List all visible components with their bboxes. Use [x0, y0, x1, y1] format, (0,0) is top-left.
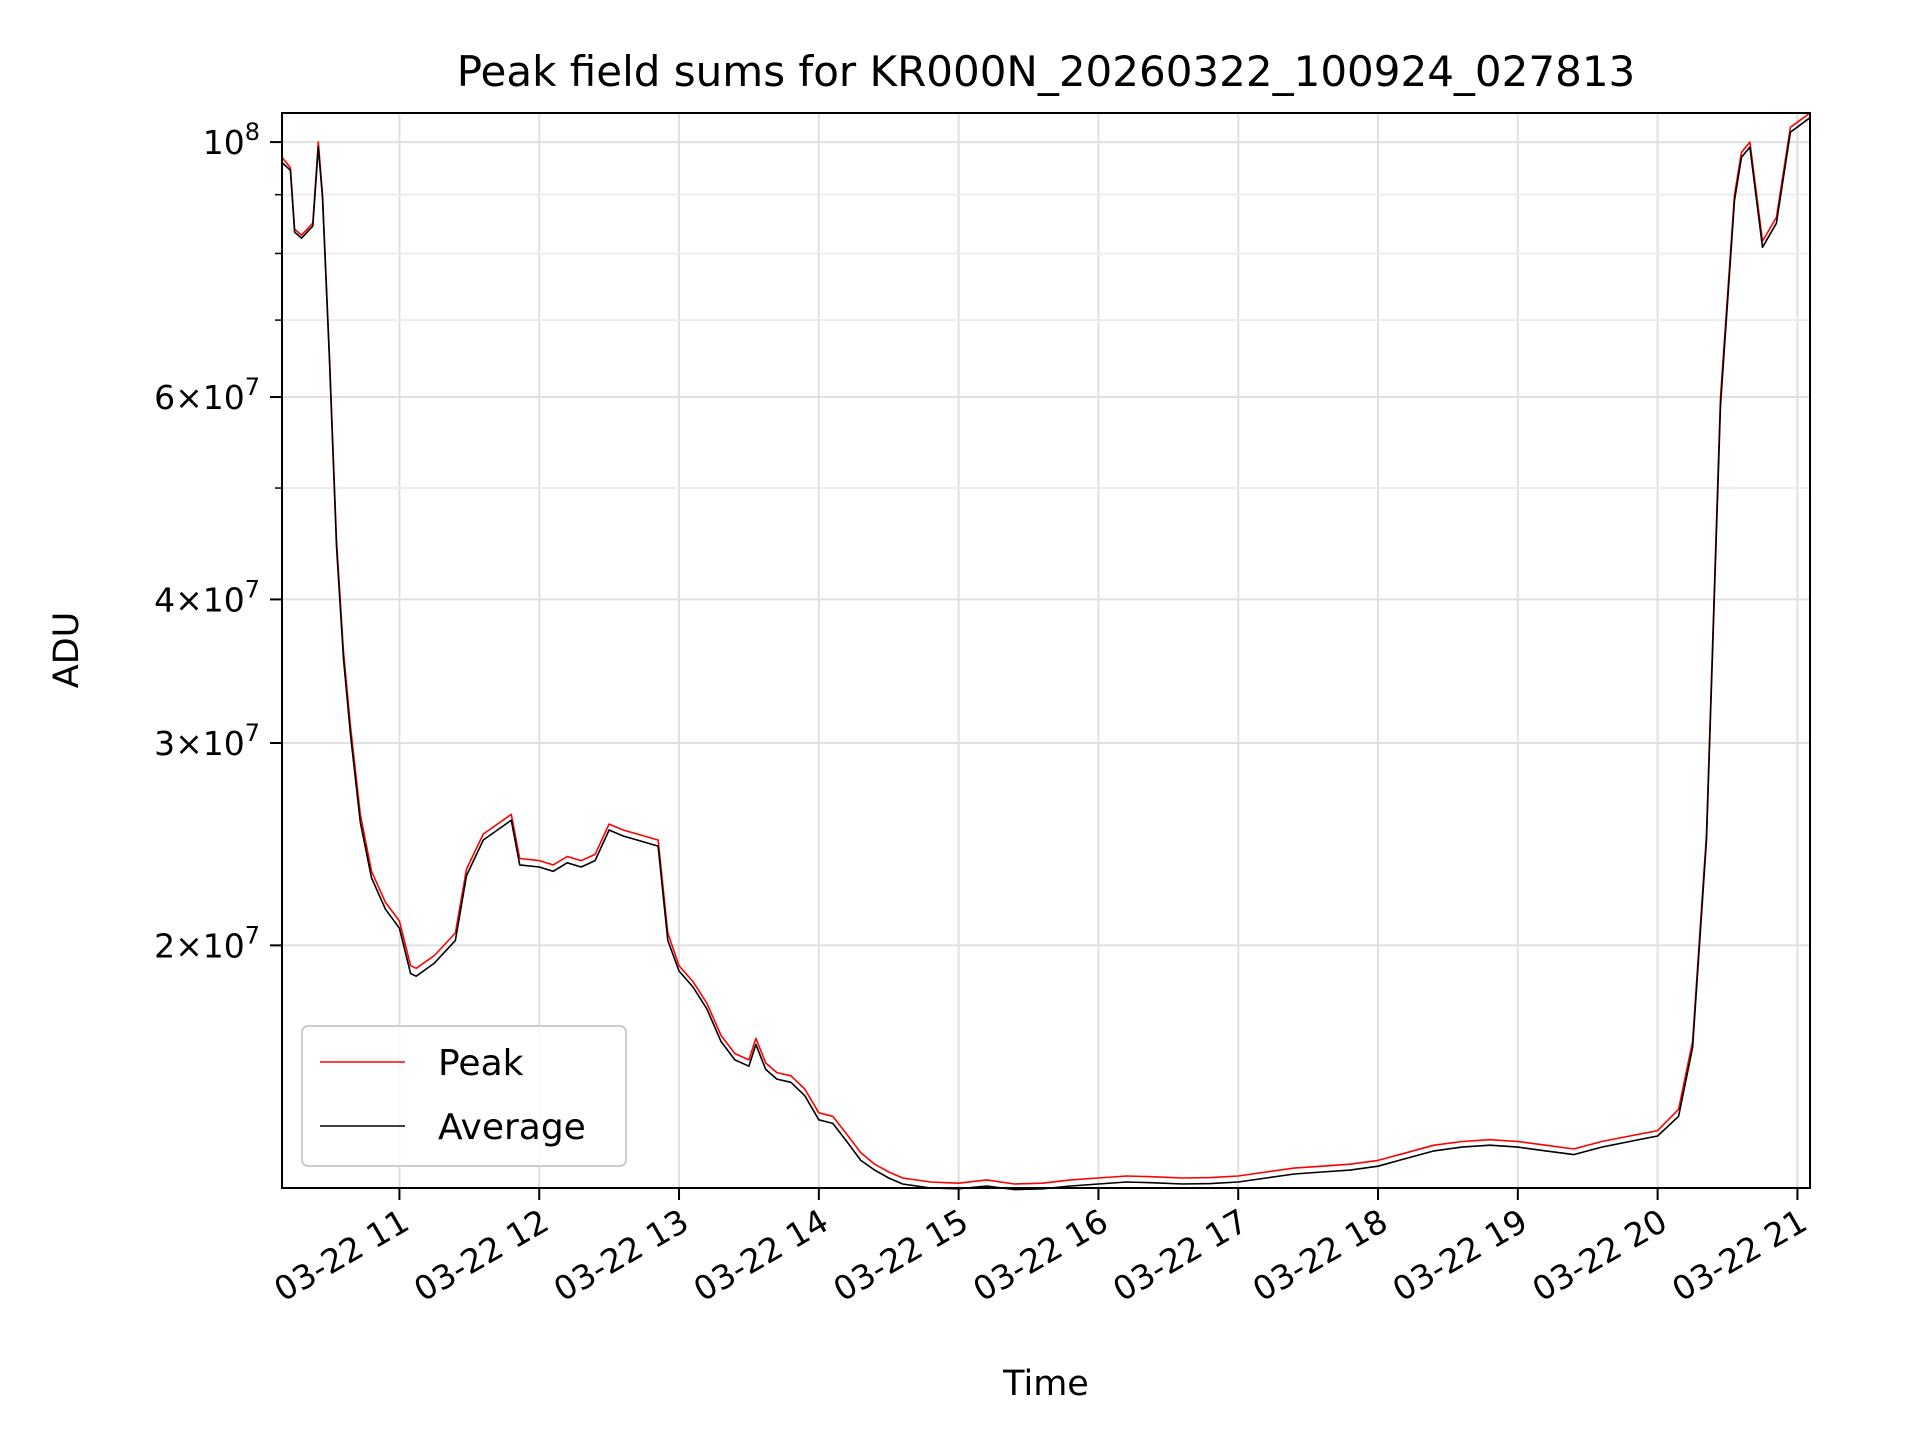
chart-title: Peak field sums for KR000N_20260322_1009…	[457, 47, 1636, 96]
plot-frame	[281, 112, 1811, 1189]
grid	[282, 113, 1810, 1188]
legend-label-average: Average	[438, 1107, 586, 1148]
legend: Peak Average	[301, 1025, 627, 1167]
y-tick-label: 4×107	[154, 575, 260, 619]
y-tick-label: 3×107	[154, 719, 260, 763]
legend-box	[301, 1025, 627, 1167]
series-layer	[281, 112, 1811, 1191]
y-tick-label: 6×107	[154, 373, 260, 417]
y-axis-label: ADU	[47, 612, 87, 689]
y-tick-label: 108	[203, 118, 260, 162]
y-tick-label: 2×107	[154, 921, 260, 965]
y-axis: 2×107 3×107 4×107 6×107 108	[154, 118, 282, 965]
series-line-peak	[281, 112, 1811, 1185]
x-axis-label: Time	[1002, 1364, 1089, 1404]
legend-label-peak: Peak	[438, 1043, 524, 1084]
series-line-average	[281, 117, 1811, 1191]
